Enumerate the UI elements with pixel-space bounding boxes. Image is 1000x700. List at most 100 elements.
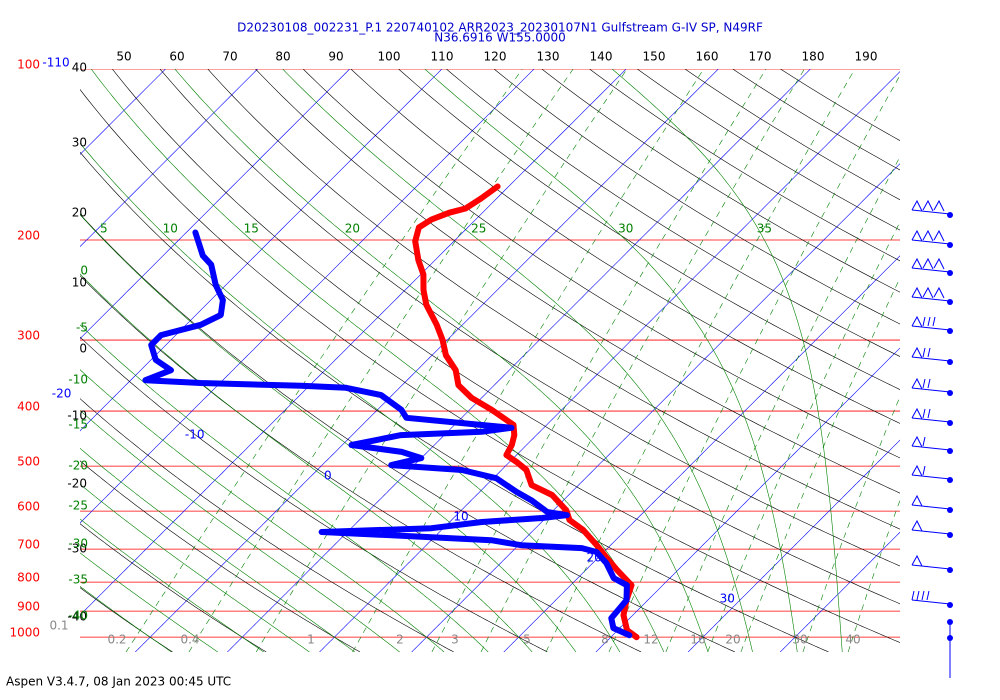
dry-adiabat [80,460,361,652]
moist-adiabat-label: -40 [68,609,88,623]
dry-adiabat [207,69,900,530]
moist-adiabat [80,273,533,652]
barb-dot [947,242,953,248]
dry-adiabat [493,69,900,325]
pressure-label: 1000 [9,626,40,640]
barb-line [922,408,926,419]
footer: Aspen V3.4.7, 08 Jan 2023 00:45 UTC [6,675,231,689]
barb-flag [911,554,923,567]
grid [80,69,900,652]
isotherm [687,439,900,652]
barb-flag [911,519,923,532]
title: D20230108_002231_P.1 220740102 ARR2023_2… [237,21,763,35]
mixing-ratio-label: 40 [845,633,860,647]
dewpoint-profile [142,229,633,639]
moist-adiabat-label: 35 [757,222,772,236]
barb-flag [911,229,923,242]
barb-staff [911,387,951,393]
barb-staff [911,296,951,302]
dry-adiabat-label: -10 [67,409,87,423]
barb-staff [911,417,951,423]
temperature-profile [412,183,640,641]
labels: 1002003004005006007008009001000-110-100-… [9,50,877,647]
dry-adiabat-label: 180 [802,50,825,64]
pressure-label: 300 [17,329,40,343]
pressure-label: 900 [17,600,40,614]
barb-line [927,316,931,327]
barb-flag [933,229,945,242]
barb-flag [911,377,923,390]
barb-dot [947,567,953,573]
isotherm [319,71,900,652]
barb-staff [911,267,951,273]
dry-adiabat-label: 130 [537,50,560,64]
isotherm [227,69,811,652]
pressure-label: 200 [17,229,40,243]
barb-dot [947,448,953,454]
dry-adiabat-label: -40 [67,610,87,624]
mixing-ratio-label: 1 [307,633,315,647]
mixing-ratio-label: 5 [523,633,531,647]
moist-adiabat [80,142,621,652]
barb-flag [922,229,934,242]
barb-dot [947,532,953,538]
dry-adiabat-label: 50 [116,50,131,64]
dry-adiabat-label: 30 [72,136,87,150]
barb-staff [911,445,951,451]
barb-flag [911,407,923,420]
barb-dot [947,328,953,334]
barb-dot [947,602,953,608]
barb-line [927,347,931,358]
mixing-ratio-label: 12 [643,633,658,647]
dry-adiabat-label: 90 [328,50,343,64]
moist-adiabat [424,69,798,652]
mixing-ratio-line [740,277,900,652]
barb-dot [947,299,953,305]
dry-adiabat [112,69,900,605]
barb-line [922,436,926,447]
barb-line [921,590,925,601]
isotherm-label: 0 [324,469,332,483]
barb-flag [922,199,934,212]
barb-flag [911,286,923,299]
dry-adiabat-label: 140 [590,50,613,64]
isotherm [80,69,535,524]
barb-staff [911,325,951,331]
mixing-ratio-label: 30 [792,633,807,647]
moist-adiabat [80,324,489,652]
dry-adiabat [398,69,900,390]
barb-staff [911,564,951,570]
mixing-ratio-label: 8 [601,633,609,647]
dry-adiabat [80,151,829,652]
dry-adiabat [159,69,900,567]
dry-adiabat-label: 40 [72,61,87,75]
pressure-label: 500 [17,455,40,469]
barb-dot [947,359,953,365]
mixing-ratio-line [431,69,767,652]
moist-adiabat [80,369,445,652]
barb-staff [911,529,951,535]
barb-staff [911,599,951,605]
barb-flag [922,286,934,299]
dry-adiabat [302,69,900,459]
barb-flag [911,435,923,448]
dry-adiabat-label: 120 [484,50,507,64]
moist-adiabat-label: 5 [100,222,108,236]
mixing-ratio-label: 20 [725,633,740,647]
dry-adiabat [80,336,548,652]
isotherm [80,69,350,340]
moist-adiabat [174,69,709,652]
dry-adiabat [255,69,900,494]
dry-adiabat [80,88,900,643]
barb-line [922,316,926,327]
isotherm [595,347,900,652]
barb-line [927,378,931,389]
moist-adiabat [80,586,172,652]
barb-flag [911,257,923,270]
mixing-ratio-line [847,499,900,652]
dry-adiabat-label: 70 [222,50,237,64]
mixing-ratio-label: 16 [690,633,705,647]
mixing-ratio-label: 3 [451,633,459,647]
isotherm [80,69,627,616]
